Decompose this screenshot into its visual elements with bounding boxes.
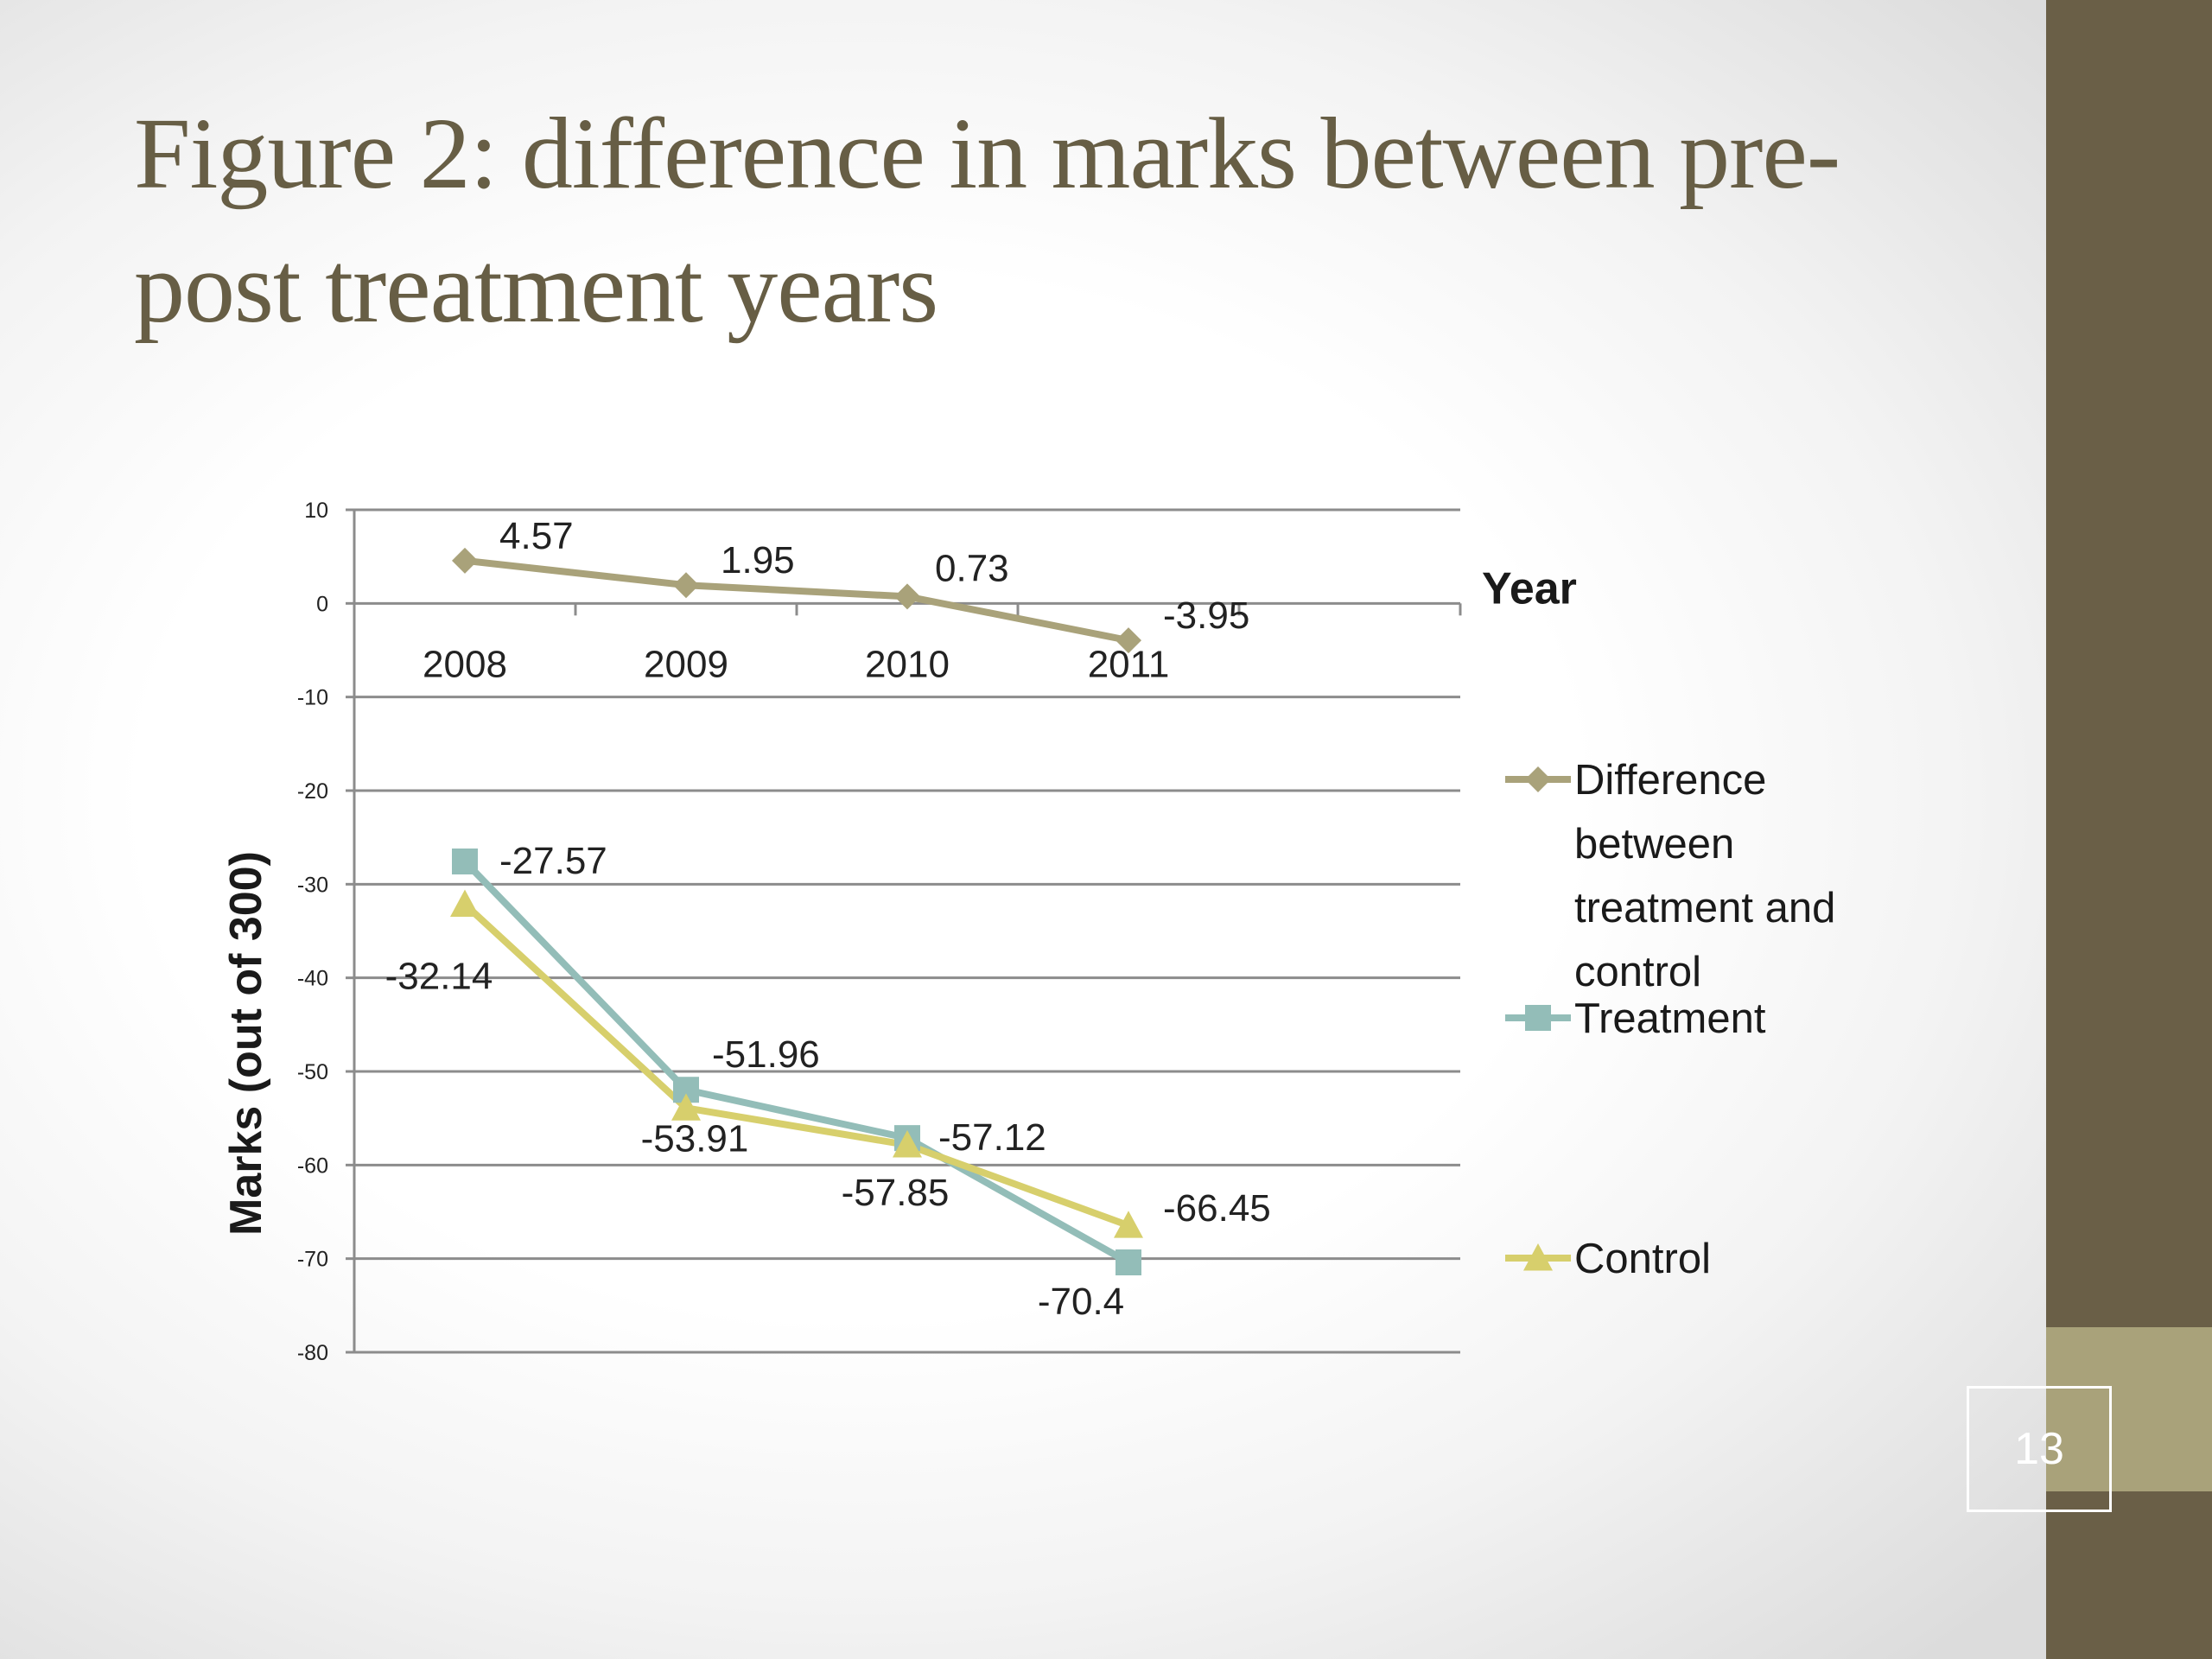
y-tick-label: -10 (297, 686, 328, 710)
data-label-treatment: -70.4 (1038, 1281, 1124, 1323)
data-label-treatment: -27.57 (499, 840, 607, 882)
page-number: 13 (1967, 1386, 2112, 1512)
data-point-difference (894, 583, 920, 610)
legend-label-difference: between (1574, 821, 1734, 868)
x-category-label: 2008 (423, 643, 507, 685)
data-point-difference (673, 572, 699, 599)
y-tick-label: -20 (297, 779, 328, 804)
data-label-difference: 1.95 (721, 539, 795, 582)
y-tick-label: -80 (297, 1341, 328, 1365)
legend-label-treatment: Treatment (1574, 995, 1766, 1042)
data-point-treatment (452, 849, 478, 875)
data-label-difference: -3.95 (1163, 594, 1249, 637)
slide-background (0, 0, 2046, 1659)
data-point-difference (452, 547, 478, 574)
legend-marker-difference (1525, 766, 1551, 792)
data-point-control (450, 889, 480, 917)
y-tick-label: 0 (316, 592, 328, 616)
y-tick-label: -60 (297, 1154, 328, 1178)
data-label-treatment: -57.12 (938, 1116, 1046, 1159)
series-line-difference (461, 556, 1132, 645)
data-label-difference: 0.73 (935, 547, 1009, 589)
legend-label-difference: Difference (1574, 757, 1766, 804)
data-point-control (671, 1093, 701, 1121)
data-point-control (893, 1130, 922, 1158)
x-category-label: 2009 (644, 643, 728, 685)
data-label-control: -57.85 (842, 1172, 950, 1214)
slide-title: Figure 2: difference in marks between pr… (134, 97, 1840, 344)
x-axis-title: Year (1482, 563, 1577, 613)
y-tick-label: -40 (297, 967, 328, 991)
data-label-control: -66.45 (1163, 1187, 1271, 1230)
y-tick-label: -70 (297, 1248, 328, 1272)
sidebar-accent-band (2046, 1327, 2212, 1491)
data-label-difference: 4.57 (499, 515, 574, 557)
y-tick-label: 10 (304, 499, 328, 523)
data-label-control: -53.91 (641, 1117, 749, 1160)
series-line-control (461, 900, 1132, 1230)
data-point-treatment (1116, 1249, 1141, 1275)
legend-label-difference: control (1574, 949, 1701, 995)
data-label-treatment: -51.96 (712, 1033, 820, 1076)
data-point-difference (1116, 627, 1141, 654)
series-line-treatment (461, 858, 1132, 1266)
y-tick-label: -30 (297, 873, 328, 897)
y-tick-label: -50 (297, 1060, 328, 1084)
x-category-label: 2010 (865, 643, 950, 685)
data-label-control: -32.14 (385, 956, 493, 998)
legend-marker-treatment (1525, 1005, 1551, 1031)
legend-marker-control (1523, 1243, 1553, 1271)
legend-label-control: Control (1574, 1236, 1711, 1282)
legend-label-difference: treatment and (1574, 885, 1835, 931)
data-point-control (1114, 1211, 1143, 1238)
y-axis-title: Marks (out of 300) (221, 851, 271, 1236)
